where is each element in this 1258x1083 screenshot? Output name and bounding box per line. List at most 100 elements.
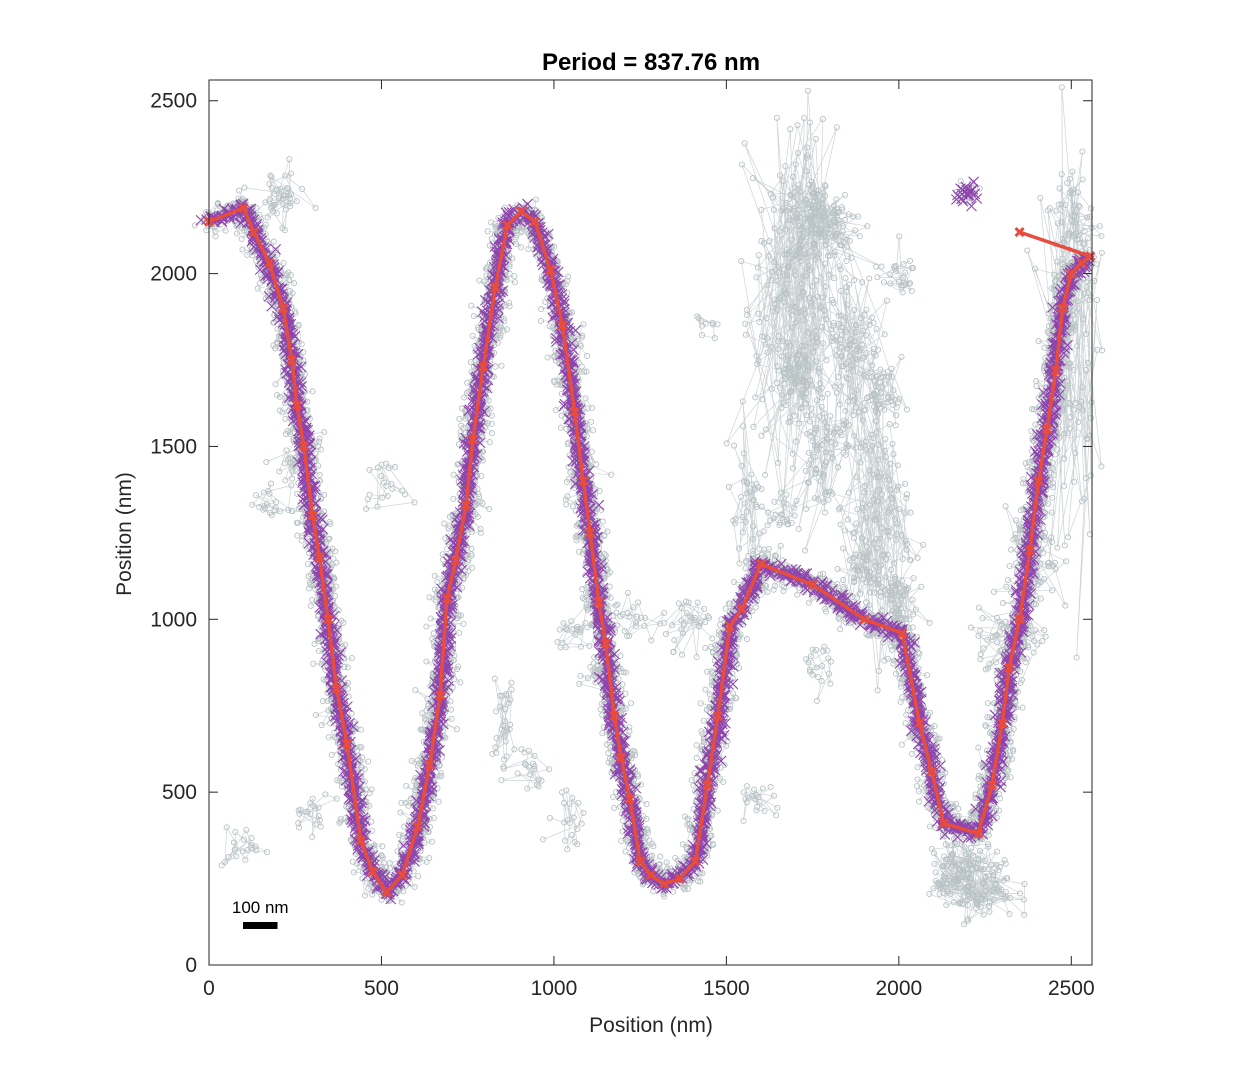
raw-point: [262, 221, 269, 228]
raw-point: [272, 247, 279, 254]
raw-point: [280, 260, 287, 267]
raw-point: [273, 391, 281, 399]
raw-point: [330, 574, 337, 581]
raw-point: [300, 357, 307, 364]
raw-point: [294, 532, 301, 539]
raw-point: [325, 734, 332, 741]
raw-point: [368, 786, 375, 793]
raw-point: [282, 430, 289, 438]
raw-point: [255, 264, 262, 271]
raw-point: [233, 230, 240, 237]
raw-point: [299, 514, 307, 521]
raw-point: [280, 372, 287, 379]
raw-point: [368, 827, 375, 834]
raw-point: [315, 462, 322, 469]
raw-point: [309, 388, 316, 395]
raw-point: [270, 238, 277, 245]
raw-point: [316, 478, 323, 485]
raw-point: [324, 697, 331, 705]
raw-point: [306, 585, 313, 592]
raw-point: [313, 500, 320, 507]
raw-point: [315, 637, 322, 645]
raw-point: [361, 778, 368, 785]
raw-point: [322, 677, 329, 684]
raw-point: [344, 664, 351, 671]
raw-point: [272, 381, 279, 388]
raw-point: [295, 321, 302, 328]
raw-point: [283, 280, 290, 287]
raw-point: [345, 693, 352, 700]
raw-point: [214, 200, 221, 207]
raw-point: [349, 858, 356, 865]
raw-point: [317, 446, 324, 453]
raw-point: [305, 561, 312, 568]
raw-point: [311, 640, 318, 647]
raw-point: [236, 187, 243, 194]
raw-point: [325, 707, 332, 714]
raw-point: [279, 409, 286, 416]
raw-point: [191, 222, 198, 229]
raw-point: [222, 227, 229, 234]
raw-point: [298, 341, 305, 348]
raw-point: [379, 843, 386, 850]
raw-point: [336, 819, 343, 826]
raw-point: [298, 537, 305, 544]
raw-point: [301, 371, 308, 378]
raw-point: [266, 286, 273, 293]
raw-point: [312, 711, 319, 719]
raw-point: [319, 698, 327, 705]
raw-point: [318, 494, 325, 501]
raw-point: [310, 660, 317, 667]
raw-point: [293, 519, 300, 526]
raw-point: [212, 228, 219, 235]
raw-point: [239, 246, 246, 253]
raw-point: [365, 885, 372, 892]
raw-point: [276, 263, 283, 270]
raw-point: [342, 681, 349, 688]
raw-point: [307, 581, 314, 588]
raw-point: [282, 415, 289, 422]
raw-point: [315, 647, 322, 655]
raw-point: [272, 345, 279, 352]
raw-point: [326, 535, 333, 542]
raw-point: [294, 490, 301, 497]
raw-point: [302, 543, 309, 550]
raw-point: [366, 789, 373, 796]
raw-point: [328, 751, 335, 758]
raw-point: [267, 250, 274, 257]
raw-point: [283, 271, 290, 278]
raw-point: [350, 869, 357, 876]
raw-point: [307, 602, 314, 609]
raw-point: [354, 752, 362, 759]
raw-point: [318, 722, 325, 729]
raw-point: [328, 697, 335, 704]
raw-point: [337, 818, 344, 825]
raw-point: [327, 550, 334, 557]
raw-point: [253, 204, 260, 212]
raw-point: [321, 429, 328, 436]
raw-track: [295, 421, 325, 437]
raw-point: [337, 750, 344, 757]
raw-point: [371, 842, 378, 849]
raw-point: [365, 758, 372, 765]
raw-point: [309, 596, 316, 603]
raw-point: [340, 645, 347, 652]
raw-point: [244, 251, 251, 258]
raw-point: [308, 571, 315, 579]
raw-point: [238, 235, 245, 242]
raw-point: [316, 471, 323, 478]
raw-point: [364, 879, 371, 886]
raw-point: [341, 664, 348, 671]
raw-point: [287, 272, 294, 279]
raw-point: [254, 285, 261, 292]
raw-point: [333, 559, 340, 566]
raw-point: [359, 787, 366, 794]
raw-point: [348, 655, 356, 662]
raw-point: [290, 280, 298, 287]
raw-point: [331, 729, 338, 736]
raw-point: [355, 758, 362, 765]
raw-point: [368, 818, 375, 825]
raw-point: [356, 743, 363, 751]
